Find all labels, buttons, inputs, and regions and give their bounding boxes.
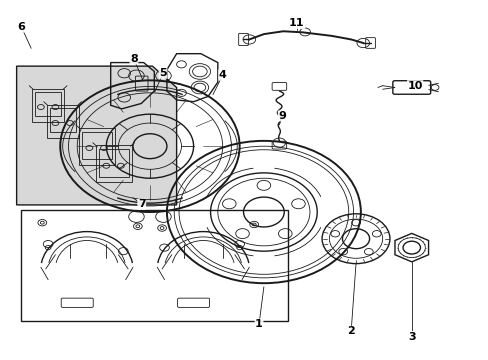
Text: 10: 10 (407, 81, 422, 91)
Text: 3: 3 (407, 332, 415, 342)
Text: 2: 2 (346, 326, 354, 336)
Text: 11: 11 (288, 18, 304, 28)
Text: 7: 7 (138, 199, 145, 209)
Text: 9: 9 (278, 111, 285, 121)
Text: 8: 8 (130, 54, 138, 64)
Text: 5: 5 (159, 68, 166, 78)
Text: 6: 6 (18, 22, 25, 32)
Text: 1: 1 (255, 319, 263, 329)
Text: 4: 4 (218, 70, 226, 80)
Polygon shape (17, 66, 176, 205)
